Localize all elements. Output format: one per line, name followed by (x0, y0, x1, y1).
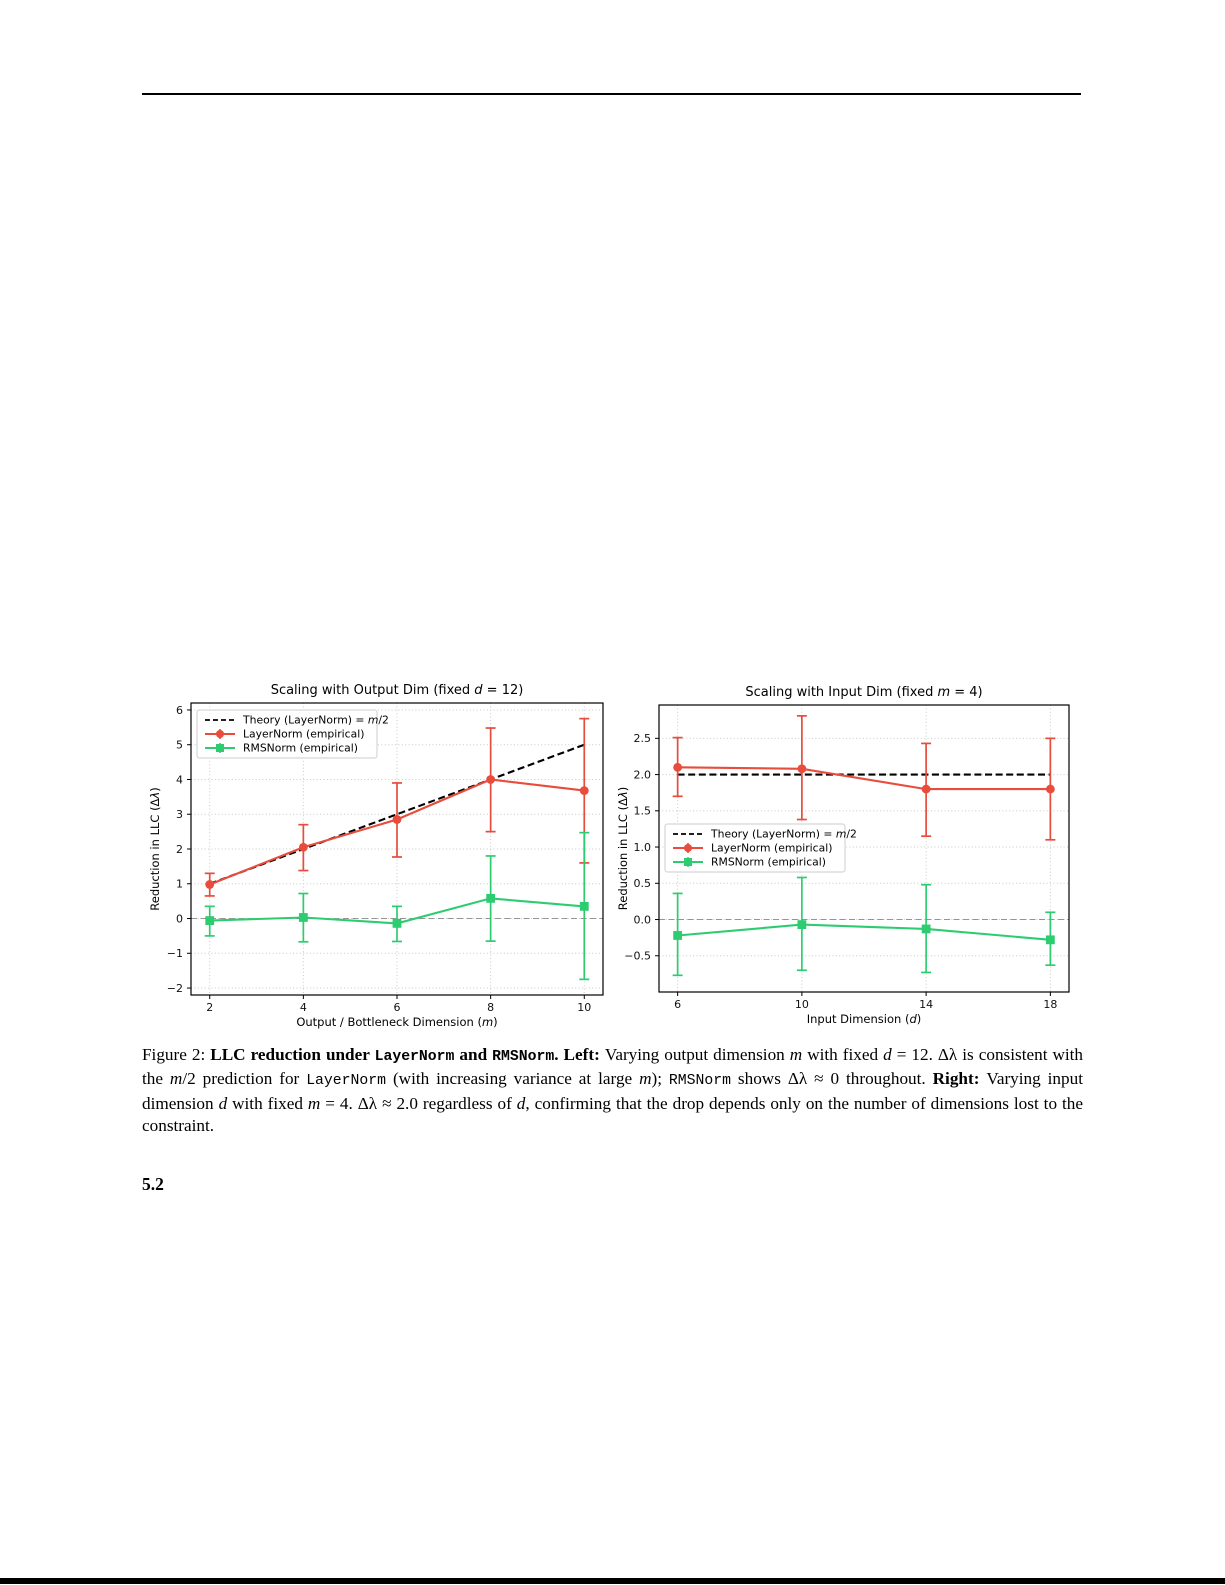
svg-text:−0.5: −0.5 (624, 950, 651, 963)
svg-text:14: 14 (919, 998, 933, 1011)
caption-segment: shows Δλ ≈ 0 throughout. (731, 1069, 933, 1089)
chart-title: Scaling with Input Dim (fixed m = 4) (745, 685, 982, 700)
caption-segment: RMSNorm (492, 1049, 555, 1065)
svg-text:Theory (LayerNorm) = m/2: Theory (LayerNorm) = m/2 (710, 828, 857, 841)
rmsnorm-empirical-series (204, 831, 590, 981)
page-bottom-bar (0, 1578, 1225, 1584)
svg-text:1.0: 1.0 (634, 841, 652, 854)
y-axis-label: Reduction in LLC (Δλ) (616, 787, 630, 910)
chart-title: Scaling with Output Dim (fixed d = 12) (271, 683, 524, 698)
svg-text:−1: −1 (167, 947, 183, 960)
svg-text:4: 4 (176, 773, 183, 786)
svg-text:0: 0 (176, 912, 183, 925)
caption-segment: and (454, 1045, 493, 1064)
caption-segment: m (169, 1069, 183, 1089)
caption-segment: Varying input dimension (142, 1069, 1083, 1113)
axes-ticks: 2 4 6 8 10 −2 −1 0 1 2 3 4 5 6 (167, 704, 591, 1014)
caption-segment: LLC reduction under (210, 1045, 375, 1064)
x-axis-label: Input Dimension (d) (807, 1012, 922, 1026)
svg-text:3: 3 (176, 808, 183, 821)
caption-segment: . (554, 1045, 564, 1064)
svg-text:−2: −2 (167, 982, 183, 995)
caption-segment: Figure 2: (142, 1045, 211, 1064)
figure-caption: Figure 2: LLC reduction under LayerNorm … (142, 1044, 1083, 1138)
caption-segment: /2 prediction for (182, 1069, 307, 1089)
caption-segment: LayerNorm (306, 1073, 387, 1090)
caption-segment: LayerNorm (374, 1049, 455, 1065)
caption-segment: Right: (932, 1069, 987, 1089)
caption-segment: RMSNorm (668, 1073, 732, 1090)
svg-text:RMSNorm (empirical): RMSNorm (empirical) (711, 856, 826, 869)
svg-text:Theory (LayerNorm) = m/2: Theory (LayerNorm) = m/2 (242, 714, 389, 727)
svg-text:2.5: 2.5 (634, 732, 652, 745)
svg-text:2.0: 2.0 (634, 768, 652, 781)
svg-text:RMSNorm (empirical): RMSNorm (empirical) (243, 742, 358, 755)
caption-segment: = 12. Δλ is consistent with the (142, 1045, 1084, 1089)
caption-segment: with fixed (227, 1093, 308, 1113)
svg-text:0.5: 0.5 (634, 877, 652, 890)
section-heading: 5.2 (142, 1174, 164, 1194)
svg-text:6: 6 (674, 998, 681, 1011)
caption-segment: Left: (563, 1045, 605, 1064)
caption-segment: ); (651, 1069, 669, 1089)
top-rule (142, 93, 1081, 95)
svg-text:0.0: 0.0 (634, 913, 652, 926)
svg-text:6: 6 (394, 1001, 401, 1014)
caption-segment: d (883, 1045, 892, 1064)
svg-text:1: 1 (176, 878, 183, 891)
caption-segment: d (516, 1093, 526, 1113)
svg-text:LayerNorm (empirical): LayerNorm (empirical) (711, 842, 832, 855)
caption-segment: with fixed (802, 1045, 884, 1064)
svg-text:LayerNorm (empirical): LayerNorm (empirical) (243, 728, 364, 741)
caption-segment: m (307, 1093, 321, 1113)
svg-text:5: 5 (176, 739, 183, 752)
svg-text:10: 10 (795, 998, 809, 1011)
layernorm-empirical-series (672, 715, 1056, 841)
scaling-input-dim-chart: 6 10 14 18 −0.5 0.0 0.5 1.0 1.5 2.0 2.5 Scaling wit… (615, 676, 1080, 1032)
x-axis-label: Output / Bottleneck Dimension (m) (296, 1015, 497, 1029)
svg-text:1.5: 1.5 (634, 805, 652, 818)
svg-text:2: 2 (206, 1001, 213, 1014)
caption-segment: Varying output dimension (604, 1045, 790, 1064)
svg-text:18: 18 (1043, 998, 1057, 1011)
svg-text:4: 4 (300, 1001, 307, 1014)
plot-border (658, 704, 1070, 993)
caption-segment: d (218, 1093, 228, 1113)
svg-text:8: 8 (487, 1001, 494, 1014)
rmsnorm-empirical-series (672, 876, 1056, 977)
y-axis-label: Reduction in LLC (Δλ) (148, 787, 162, 910)
svg-text:2: 2 (176, 843, 183, 856)
caption-segment: , confirming that the drop depends only … (142, 1093, 1083, 1136)
caption-segment: m (789, 1045, 803, 1064)
svg-text:10: 10 (577, 1001, 591, 1014)
axes-ticks: 6 10 14 18 −0.5 0.0 0.5 1.0 1.5 2.0 2.5 (624, 732, 1057, 1011)
svg-text:6: 6 (176, 704, 183, 717)
caption-segment: m (639, 1069, 652, 1089)
caption-segment: = 4. Δλ ≈ 2.0 regardless of (320, 1093, 517, 1113)
scaling-output-dim-chart: 2 4 6 8 10 −2 −1 0 1 2 3 4 5 6 Scaling with Output Dim… (147, 676, 610, 1032)
caption-segment: (with increasing variance at large (386, 1069, 640, 1089)
